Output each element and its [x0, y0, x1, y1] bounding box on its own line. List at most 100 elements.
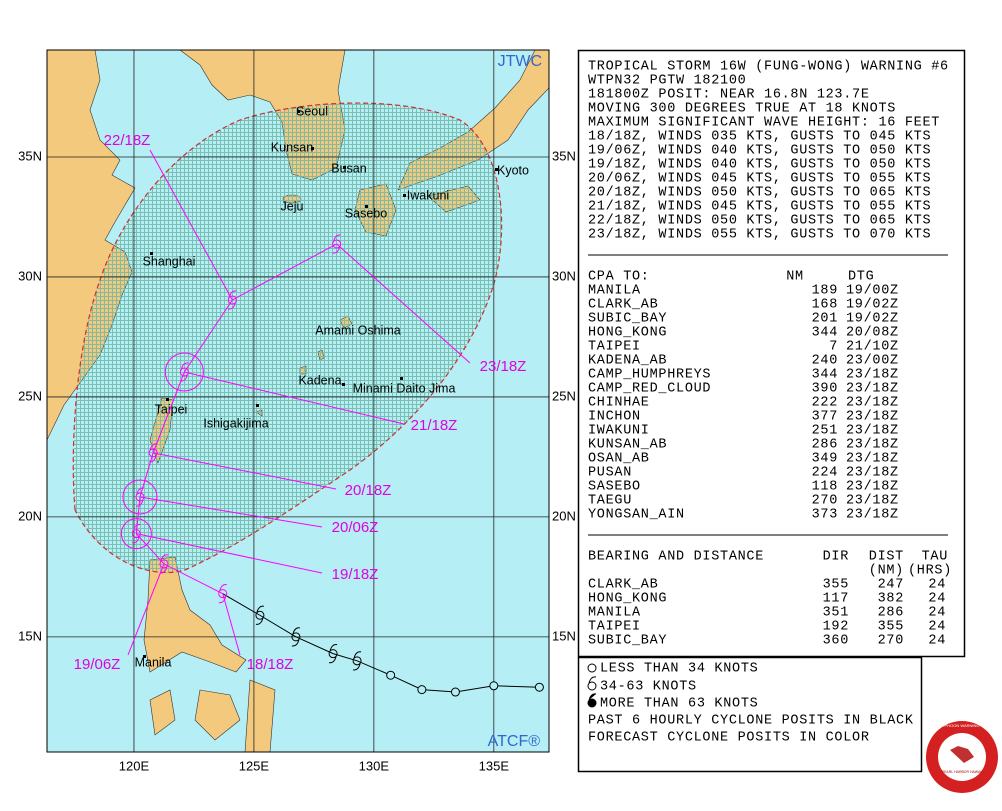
header-line: 181800Z POSIT: NEAR 16.8N 123.7E [588, 88, 870, 103]
cpa-distance: 224 [812, 466, 838, 481]
place-dot [400, 377, 403, 380]
bearing-name: MANILA [588, 606, 641, 621]
cpa-name: SUBIC_BAY [588, 312, 667, 327]
place-label: Amami Oshima [315, 323, 400, 337]
land-luzon [143, 556, 247, 673]
cpa-distance: 118 [812, 480, 838, 495]
graticule [47, 50, 549, 752]
cpa-header: NM [786, 270, 804, 285]
label-leader [139, 496, 323, 528]
label-leader [149, 149, 233, 301]
place-label: Kunsan [271, 140, 313, 154]
cpa-time: 19/02Z [846, 298, 899, 313]
forecast-label: 22/18Z [104, 132, 151, 149]
bearing-header: DIR [823, 550, 849, 565]
place-dot [495, 168, 498, 171]
forecast-track [135, 243, 337, 595]
bearing-unit: (NM) [869, 564, 904, 579]
bearing-dist: 247 [878, 578, 904, 593]
cpa-time: 23/18Z [846, 382, 899, 397]
place-dot [297, 110, 300, 113]
bearing-tau: 24 [928, 620, 946, 635]
cpa-name: KADENA_AB [588, 354, 667, 369]
legend-symbol [587, 663, 597, 673]
place-dot [150, 252, 153, 255]
past-position [450, 687, 460, 697]
map: Seoul Kunsan Busan Kyoto Iwakuni Jeju Sa… [47, 50, 549, 752]
forecast-label: 20/18Z [345, 482, 392, 499]
label-leader [153, 452, 337, 490]
place-dot [311, 147, 314, 150]
cpa-name: KUNSAN_AB [588, 438, 667, 453]
bearing-header: DIST [869, 550, 904, 565]
place-label: Sasebo [345, 206, 387, 220]
cpa-distance: 201 [812, 312, 838, 327]
cpa-name: HONG_KONG [588, 326, 667, 341]
place-label: Manila [135, 655, 172, 669]
place-label: Seoul [296, 104, 328, 118]
tracks [120, 149, 544, 697]
header-line: 22/18Z, WINDS 050 KTS, GUSTS TO 065 KTS [588, 214, 931, 229]
forecast-label: 23/18Z [480, 358, 527, 375]
place-dot [403, 194, 406, 197]
cpa-time: 23/18Z [846, 494, 899, 509]
cpa-title: CPA TO: [588, 270, 650, 285]
past-position [534, 682, 544, 692]
cpa-distance: 189 [812, 284, 838, 299]
track-link [222, 593, 261, 616]
label-leader [222, 593, 241, 656]
danger-swath [72, 102, 503, 574]
place-dot [166, 398, 169, 401]
cpa-time: 23/18Z [846, 452, 899, 467]
cpa-distance: 222 [812, 396, 838, 411]
place-dot [365, 205, 368, 208]
cpa-distance: 7 [829, 340, 838, 355]
legend-box [577, 656, 923, 773]
cpa-name: CHINHAE [588, 396, 650, 411]
map-frame [46, 49, 550, 753]
forecast-label: 18/18Z [247, 656, 294, 673]
bearing-dir: 192 [823, 620, 849, 635]
place-dot [343, 166, 346, 169]
bearing-title: BEARING AND DISTANCE [588, 550, 764, 565]
lon-label: 120E [119, 758, 150, 773]
label-leader [184, 371, 405, 425]
legend-item: LESS THAN 34 KNOTS [600, 662, 758, 677]
bearing-name: CLARK_AB [588, 578, 658, 593]
place-dot [256, 404, 259, 407]
lon-label: 130E [359, 758, 390, 773]
lat-label: 35N [18, 148, 42, 163]
legend-item: PAST 6 HOURLY CYCLONE POSITS IN BLACK [588, 714, 914, 729]
cpa-time: 19/02Z [846, 312, 899, 327]
wind-radius [120, 518, 152, 550]
cpa-time: 23/18Z [846, 368, 899, 383]
place-label: Kadena [298, 373, 341, 387]
bearing-dir: 360 [823, 634, 849, 649]
bearing-dist: 286 [878, 606, 904, 621]
header-line: 18/18Z, WINDS 035 KTS, GUSTS TO 045 KTS [588, 130, 931, 145]
cpa-distance: 373 [812, 508, 838, 523]
header-line: MOVING 300 DEGREES TRUE AT 18 KNOTS [588, 102, 896, 117]
place-dot [143, 655, 146, 658]
header-line: 19/18Z, WINDS 040 KTS, GUSTS TO 050 KTS [588, 158, 931, 173]
past-position [489, 681, 499, 691]
forecast-position [159, 554, 169, 574]
cpa-name: OSAN_AB [588, 452, 650, 467]
header-line: 20/18Z, WINDS 050 KTS, GUSTS TO 065 KTS [588, 186, 931, 201]
cpa-name: YONGSAN_AIN [588, 508, 685, 523]
legend-symbol [587, 693, 597, 708]
land-visayas [149, 679, 276, 752]
cpa-name: MANILA [588, 284, 641, 299]
cpa-distance: 349 [812, 452, 838, 467]
label-leader [127, 563, 165, 656]
lat-label: 15N [18, 628, 42, 643]
bearing-dir: 117 [823, 592, 849, 607]
legend-item: FORECAST CYCLONE POSITS IN COLOR [588, 731, 870, 746]
cpa-time: 23/18Z [846, 410, 899, 425]
bearing-tau: 24 [928, 634, 946, 649]
bearing-dist: 270 [878, 634, 904, 649]
bearing-dist: 355 [878, 620, 904, 635]
cpa-time: 23/18Z [846, 396, 899, 411]
